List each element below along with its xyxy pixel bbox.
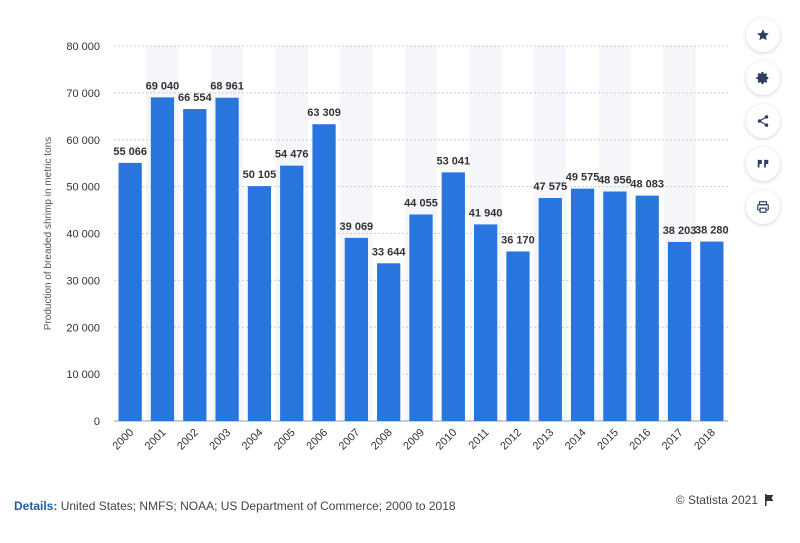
data-label: 48 956 xyxy=(598,175,632,187)
data-label: 39 069 xyxy=(340,221,374,233)
x-tick-label: 2004 xyxy=(240,427,266,453)
x-tick-label: 2015 xyxy=(595,427,621,453)
x-tick-label: 2011 xyxy=(467,427,492,452)
data-label: 44 055 xyxy=(404,197,438,209)
y-tick-label: 20 000 xyxy=(66,322,100,334)
data-label: 54 476 xyxy=(275,149,309,161)
copyright-text: © Statista 2021 xyxy=(675,493,758,507)
x-tick-label: 2014 xyxy=(563,427,589,453)
star-icon xyxy=(757,29,769,41)
bar xyxy=(344,237,369,421)
data-label: 63 309 xyxy=(307,107,341,119)
bar xyxy=(377,263,401,421)
x-tick-label: 2013 xyxy=(531,427,557,453)
y-tick-label: 40 000 xyxy=(66,229,100,241)
data-label: 38 280 xyxy=(695,225,729,237)
data-label: 49 575 xyxy=(566,172,600,184)
bar xyxy=(280,165,304,421)
x-tick-label: 2012 xyxy=(498,427,524,453)
y-axis-label: Production of breaded shrimp in metric t… xyxy=(43,137,54,330)
x-tick-label: 2016 xyxy=(628,427,654,453)
chart-details: Details: United States; NMFS; NOAA; US D… xyxy=(14,499,456,513)
bar xyxy=(635,195,659,421)
data-label: 66 554 xyxy=(178,92,213,104)
y-tick-label: 80 000 xyxy=(66,41,100,53)
bar xyxy=(409,214,433,421)
x-tick-label: 2017 xyxy=(660,427,686,453)
bar-chart: 0 10 000 20 000 30 000 40 000 50 000 60 000 70 … xyxy=(43,41,729,453)
details-text: United States; NMFS; NOAA; US Department… xyxy=(60,499,456,513)
x-tick-label: 2005 xyxy=(272,427,298,453)
y-tick-label: 70 000 xyxy=(66,88,100,100)
bar xyxy=(183,109,207,421)
bar xyxy=(603,191,627,421)
bar xyxy=(667,241,692,421)
x-tick-label: 2000 xyxy=(110,427,136,453)
bar xyxy=(700,241,724,421)
sidebar-toolbar xyxy=(746,18,782,233)
data-label: 69 040 xyxy=(146,80,180,92)
bar xyxy=(570,188,595,421)
quote-icon xyxy=(757,159,769,168)
x-tick-label: 2010 xyxy=(434,427,460,453)
bar xyxy=(312,124,336,421)
flag-icon xyxy=(765,494,774,506)
y-tick-label: 0 xyxy=(94,416,100,428)
x-tick-label: 2009 xyxy=(401,427,427,453)
data-label: 47 575 xyxy=(533,181,567,193)
bar xyxy=(215,97,239,422)
gear-icon xyxy=(756,71,769,85)
details-label: Details: xyxy=(14,499,58,513)
x-tick-label: 2002 xyxy=(175,427,201,453)
share-icon xyxy=(757,115,769,127)
cite-button[interactable] xyxy=(746,147,780,181)
data-label: 55 066 xyxy=(113,146,147,158)
x-tick-label: 2006 xyxy=(304,427,330,453)
settings-button[interactable] xyxy=(746,61,780,95)
bar xyxy=(118,162,142,422)
copyright[interactable]: © Statista 2021 xyxy=(676,493,776,507)
y-tick-label: 50 000 xyxy=(66,182,100,194)
data-label: 36 170 xyxy=(501,234,535,246)
x-tick-label: 2003 xyxy=(207,427,233,453)
bar xyxy=(150,97,175,421)
bar xyxy=(441,172,465,421)
data-label: 38 203 xyxy=(663,225,697,237)
bar xyxy=(247,186,272,421)
x-tick-label: 2007 xyxy=(337,427,363,453)
y-tick-label: 30 000 xyxy=(66,275,100,287)
data-label: 68 961 xyxy=(210,81,244,93)
data-label: 50 105 xyxy=(243,169,277,181)
y-tick-label: 60 000 xyxy=(66,135,100,147)
data-label: 41 940 xyxy=(469,207,503,219)
bar xyxy=(538,197,562,421)
x-tick-label: 2001 xyxy=(143,427,169,453)
chart-area: 0 10 000 20 000 30 000 40 000 50 000 60 000 70 … xyxy=(43,41,729,453)
favorite-button[interactable] xyxy=(746,18,780,52)
print-button[interactable] xyxy=(746,190,780,224)
bar xyxy=(506,251,530,421)
x-tick-label: 2018 xyxy=(692,427,718,453)
data-label: 33 644 xyxy=(372,246,407,258)
data-label: 48 083 xyxy=(630,179,664,191)
x-tick-label: 2008 xyxy=(369,427,395,453)
print-icon xyxy=(757,201,769,213)
share-button[interactable] xyxy=(746,104,780,138)
y-tick-label: 10 000 xyxy=(66,369,100,381)
data-label: 53 041 xyxy=(436,155,470,167)
bar xyxy=(473,224,498,421)
